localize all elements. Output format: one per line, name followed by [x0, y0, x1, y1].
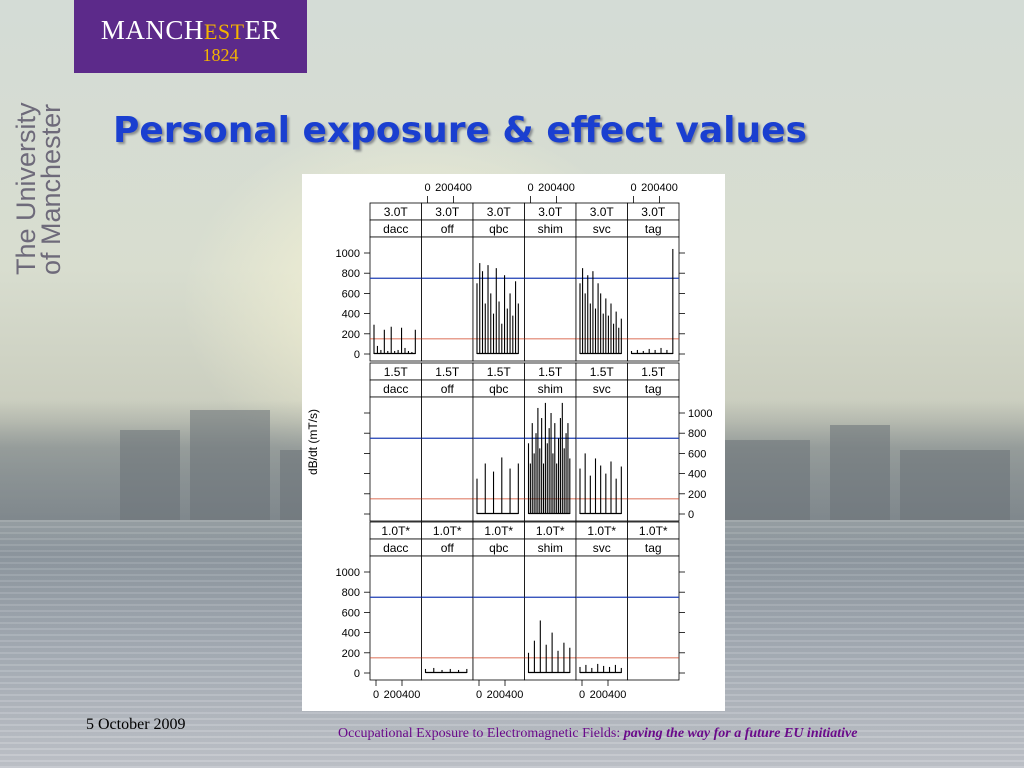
strip-field-label: 1.0T*	[639, 524, 668, 538]
strip-column-label: qbc	[489, 541, 508, 555]
strip-column-label: off	[441, 541, 455, 555]
x-tick-label: 200400	[641, 182, 678, 194]
x-tick-label: 200400	[384, 689, 421, 701]
strip-field-label: 3.0T	[590, 205, 615, 219]
panel-1-1	[421, 396, 474, 522]
lattice-chart-svg: 3.0T dacc 3.0T off 3.0T qbc 3.0T shim 3.0T svc 3.0…	[306, 182, 712, 701]
strip-field-label: 1.0T*	[484, 524, 513, 538]
strip-column-label: tag	[645, 382, 662, 396]
panel-2-3	[524, 555, 577, 681]
strip-field-label: 1.5T	[590, 365, 615, 379]
strip-field-label: 1.5T	[435, 365, 460, 379]
panel-1-2	[472, 396, 525, 522]
y-tick-label: 400	[342, 628, 360, 640]
strip-column-label: svc	[593, 541, 611, 555]
x-tick-label: 0	[373, 689, 379, 701]
strip-field-label: 3.0T	[384, 205, 409, 219]
y-tick-label: 600	[342, 607, 360, 619]
panel-0-3	[524, 236, 577, 362]
y-tick-label: 800	[342, 587, 360, 599]
panel-2-2	[472, 555, 525, 681]
y-tick-label: 400	[688, 469, 706, 481]
strip-column-label: shim	[538, 541, 563, 555]
x-tick-label: 200400	[538, 182, 575, 194]
strip-field-label: 1.5T	[538, 365, 563, 379]
y-tick-label: 200	[342, 329, 360, 341]
strip-field-label: 1.5T	[487, 365, 512, 379]
y-tick-label: 0	[354, 668, 360, 680]
x-tick-label: 0	[476, 689, 482, 701]
y-tick-label: 400	[342, 309, 360, 321]
strip-field-label: 1.5T	[641, 365, 666, 379]
panel-2-5	[627, 555, 680, 681]
x-tick-label: 0	[579, 689, 585, 701]
x-tick-label: 200400	[590, 689, 627, 701]
panel-1-5	[627, 396, 680, 522]
y-tick-label: 1000	[688, 408, 712, 420]
x-tick-label: 200400	[435, 182, 472, 194]
y-tick-label: 800	[688, 428, 706, 440]
strip-column-label: svc	[593, 222, 611, 236]
exposure-chart: 3.0T dacc 3.0T off 3.0T qbc 3.0T shim 3.0T svc 3.0…	[302, 174, 725, 711]
strip-field-label: 1.0T*	[433, 524, 462, 538]
panel-0-0	[369, 236, 422, 362]
strip-column-label: tag	[645, 222, 662, 236]
strip-column-label: qbc	[489, 382, 508, 396]
strip-column-label: dacc	[383, 541, 408, 555]
strip-field-label: 1.5T	[384, 365, 409, 379]
strip-column-label: tag	[645, 541, 662, 555]
strip-field-label: 3.0T	[641, 205, 666, 219]
slide-date: 5 October 2009	[86, 716, 186, 733]
strip-column-label: off	[441, 382, 455, 396]
y-tick-label: 0	[688, 509, 694, 521]
panel-2-1	[421, 555, 474, 681]
panel-0-5	[627, 236, 680, 362]
y-tick-label: 0	[354, 349, 360, 361]
y-tick-label: 200	[342, 648, 360, 660]
y-tick-label: 600	[342, 288, 360, 300]
university-vertical-text: The University of Manchester	[11, 102, 66, 275]
panel-1-4	[575, 396, 628, 522]
x-tick-label: 0	[424, 182, 430, 194]
panel-2-4	[575, 555, 628, 681]
strip-column-label: shim	[538, 382, 563, 396]
x-tick-label: 0	[527, 182, 533, 194]
x-tick-label: 0	[630, 182, 636, 194]
strip-column-label: qbc	[489, 222, 508, 236]
strip-field-label: 1.0T*	[536, 524, 565, 538]
university-logo: MANCHESTER 1824	[74, 0, 307, 73]
strip-field-label: 3.0T	[435, 205, 460, 219]
panel-0-4	[575, 236, 628, 362]
strip-field-label: 3.0T	[487, 205, 512, 219]
strip-column-label: dacc	[383, 222, 408, 236]
y-tick-label: 200	[688, 489, 706, 501]
strip-column-label: svc	[593, 382, 611, 396]
strip-column-label: shim	[538, 222, 563, 236]
panel-0-1	[421, 236, 474, 362]
y-axis-label: dB/dt (mT/s)	[306, 409, 320, 475]
y-tick-label: 1000	[336, 248, 360, 260]
y-tick-label: 800	[342, 268, 360, 280]
strip-field-label: 1.0T*	[587, 524, 616, 538]
slide-footer: Occupational Exposure to Electromagnetic…	[338, 726, 858, 741]
strip-column-label: dacc	[383, 382, 408, 396]
x-tick-label: 200400	[487, 689, 524, 701]
panel-2-0	[369, 555, 422, 681]
y-tick-label: 600	[688, 448, 706, 460]
strip-column-label: off	[441, 222, 455, 236]
strip-field-label: 1.0T*	[381, 524, 410, 538]
strip-field-label: 3.0T	[538, 205, 563, 219]
slide-title: Personal exposure & effect values	[113, 110, 807, 151]
y-tick-label: 1000	[336, 567, 360, 579]
panel-1-0	[369, 396, 422, 522]
